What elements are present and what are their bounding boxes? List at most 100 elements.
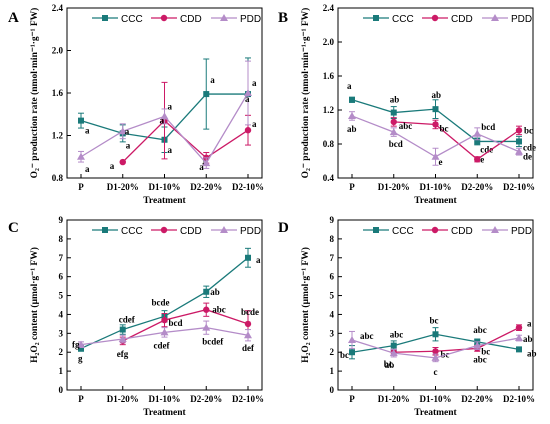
panel-d-data-point xyxy=(473,341,482,349)
panel-b-significance-label: bcd xyxy=(389,139,403,149)
panel-c-series-cdd: efg bcd abc bcde xyxy=(117,302,259,359)
panel-d-data-point xyxy=(515,324,523,331)
panel-c-ytick-label: 6 xyxy=(59,272,64,282)
panel-c-significance-label: g xyxy=(78,353,83,363)
panel-b-data-point xyxy=(348,111,356,119)
panel-b-significance-label: abc xyxy=(399,121,413,131)
panel-b-ytick-label: 0.4 xyxy=(323,173,335,183)
panel-c-ytick-label: 5 xyxy=(59,291,64,301)
panel-a-data-point xyxy=(160,112,169,120)
panel-a-significance-label: a xyxy=(252,78,257,88)
panel-c: C 0 1 2 3 4 5 6 7 8 9 P D1-20% D1-10% D2-20% D2-10% Trea… xyxy=(8,215,264,418)
panel-d-xtick-label: D2-20% xyxy=(461,394,493,404)
panel-b-xtick-label: D1-20% xyxy=(378,182,410,192)
panel-b-data-point xyxy=(432,106,439,113)
panel-d-significance-label: ab xyxy=(527,348,537,358)
panel-b-data-point xyxy=(432,121,439,128)
panel-a-significance-label: a xyxy=(160,115,165,125)
panel-c-legend-label: CCC xyxy=(121,226,143,237)
panel-d-significance-label: bc xyxy=(384,359,393,369)
panel-a-ytick-label: 2.0 xyxy=(52,46,64,56)
panel-b-significance-label: bc xyxy=(524,125,533,135)
panel-a-series-line xyxy=(122,119,249,163)
panel-a-data-point xyxy=(118,127,127,135)
panel-c-data-point xyxy=(244,320,252,328)
panel-d-data-point xyxy=(516,346,522,353)
panel-a-significance-label: a xyxy=(126,140,131,150)
panel-d-y-axis-title: H₂O₂ content (μmol·g⁻¹ FW) xyxy=(300,247,311,363)
panel-a-significance-label: a xyxy=(168,145,173,155)
panel-d-series-cdd: bc bc bc a xyxy=(384,319,532,370)
panel-b-significance-label: bc xyxy=(440,123,449,133)
panel-c-significance-label: fg xyxy=(72,340,80,350)
panel-a-data-point xyxy=(244,89,252,96)
panel-a-legend-label: CDD xyxy=(180,14,202,25)
panel-c-ytick-label: 9 xyxy=(59,215,64,225)
panel-b-data-point xyxy=(389,128,398,136)
panel-a-data-point xyxy=(77,152,85,160)
panel-c-data-point xyxy=(202,323,211,331)
panel-d-data-point xyxy=(432,348,439,355)
panel-a-significance-label: a xyxy=(252,119,257,129)
panel-d-significance-label: abc xyxy=(473,325,487,335)
panel-b-xtick-label: D2-10% xyxy=(503,182,535,192)
panel-d-legend-marker xyxy=(373,227,379,233)
panel-a-legend-label: CCC xyxy=(121,14,143,25)
panel-c-data-point xyxy=(244,331,252,339)
panel-a-xtick-label: D2-20% xyxy=(190,182,222,192)
panel-c-significance-label: cdef xyxy=(119,315,136,325)
panel-d-xtick-label: D1-10% xyxy=(420,394,452,404)
panel-a-data-point xyxy=(203,91,210,98)
panel-b-x-axis-title: Treatment xyxy=(414,196,457,206)
panel-d-legend-label: CCC xyxy=(392,226,414,237)
panel-b-significance-label: e xyxy=(480,154,484,164)
panel-c-ytick-label: 0 xyxy=(59,385,64,395)
panel-a-ytick-label: 0.8 xyxy=(52,173,64,183)
panel-d-xtick-label: D2-10% xyxy=(503,394,535,404)
panel-d-legend-label: PDD xyxy=(511,226,532,237)
panel-c-series-ccc: g cdef bcde ab a xyxy=(78,247,261,363)
panel-b-ytick-label: 2.4 xyxy=(323,3,335,13)
panel-c-legend-marker xyxy=(160,226,168,234)
panel-c-y-axis-title: H₂O₂ content (μmol·g⁻¹ FW) xyxy=(29,247,40,363)
panel-c-significance-label: bcde xyxy=(152,297,170,307)
panel-a-xtick-label: D2-10% xyxy=(232,182,264,192)
panel-c-significance-label: bcde xyxy=(241,307,259,317)
panel-a-significance-label: a xyxy=(85,164,90,174)
panel-d-data-point xyxy=(389,349,398,357)
panel-d-significance-label: bc xyxy=(481,346,490,356)
panel-a-legend-label: PDD xyxy=(240,14,261,25)
panel-a-significance-label: a xyxy=(210,75,215,85)
panel-d-data-point xyxy=(349,349,355,356)
panel-b-significance-label: cde xyxy=(480,144,493,154)
panel-d-data-point xyxy=(390,342,397,349)
panel-d-significance-label: a xyxy=(527,319,532,329)
panel-a-xtick-label: D1-20% xyxy=(107,182,139,192)
panel-c-xtick-label: D2-10% xyxy=(232,394,264,404)
panel-c-x-axis-title: Treatment xyxy=(143,408,186,418)
panel-c-data-point xyxy=(78,345,84,352)
panel-c-xtick-label: P xyxy=(78,394,84,404)
panel-b-significance-label: ab xyxy=(390,95,400,105)
panel-c-legend-label: CDD xyxy=(180,226,202,237)
panel-d-ytick-label: 4 xyxy=(330,309,335,319)
panel-c-data-point xyxy=(77,340,85,348)
panel-d-data-point xyxy=(432,331,439,338)
panel-c-significance-label: a xyxy=(256,255,261,265)
panel-b-data-point xyxy=(473,129,482,137)
panel-c-significance-label: bcdef xyxy=(202,337,224,347)
panel-d-xtick-label: D1-20% xyxy=(378,394,410,404)
panel-d-ytick-label: 9 xyxy=(330,215,335,225)
panel-b-ytick-label: 2.0 xyxy=(323,37,335,47)
panel-b-y-axis-title: O₂⁻ production rate (nmol·min⁻¹·g⁻¹ FW) xyxy=(300,8,311,179)
panel-b-legend-label: CDD xyxy=(451,14,473,25)
panel-a-xtick-label: P xyxy=(78,182,84,192)
panel-c-series-line xyxy=(122,309,249,342)
panel-b-legend: CCC CDD PDD xyxy=(363,14,532,25)
panel-a-significance-label: a xyxy=(245,94,250,104)
panel-c-ytick-label: 2 xyxy=(59,347,64,357)
panel-d-data-point xyxy=(431,353,440,361)
